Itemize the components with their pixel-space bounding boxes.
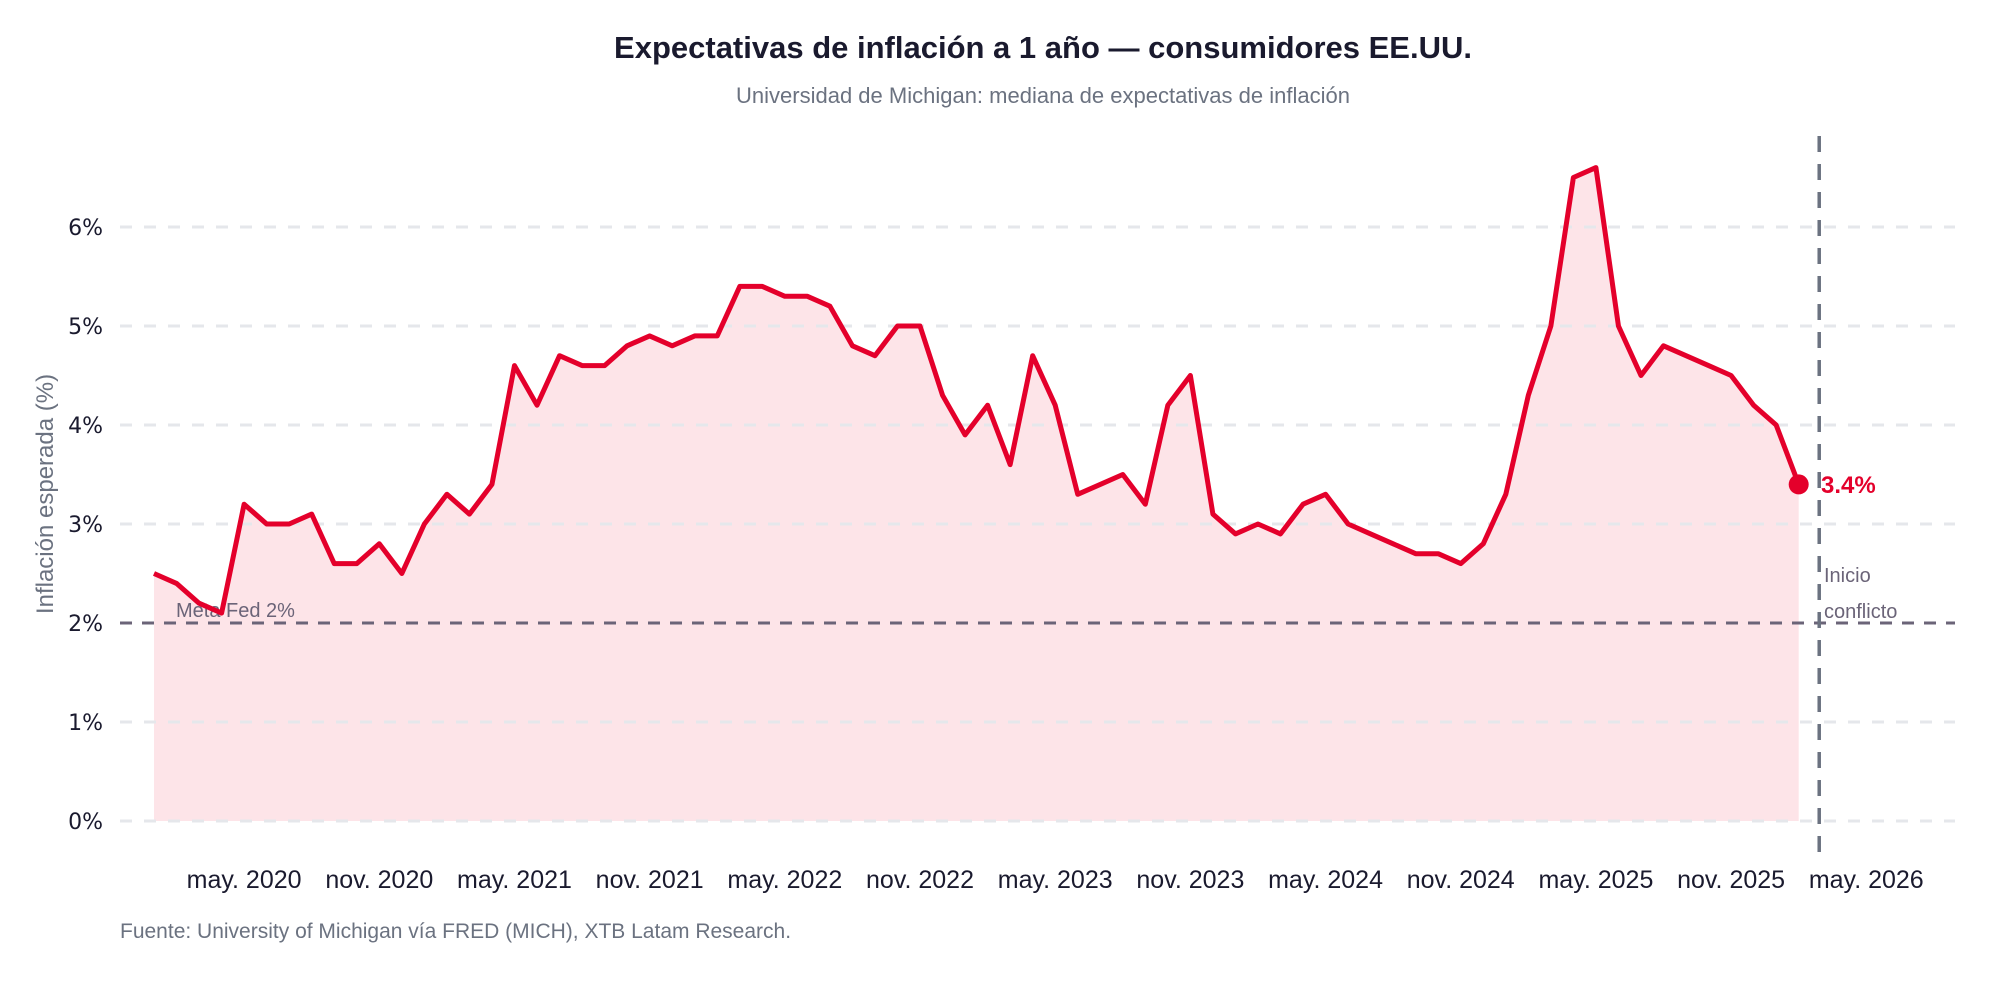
event-label-line1: Inicio: [1824, 565, 1871, 587]
series-line: [152, 165, 1802, 616]
x-axis-ticks: may. 2020 nov. 2020 may. 2021 nov. 2021 may.…: [187, 866, 1924, 894]
y-tick-label: 3%: [68, 513, 103, 538]
x-tick-label: nov. 2025: [1677, 866, 1785, 894]
series-area: [154, 167, 1799, 822]
x-tick-label: nov. 2020: [325, 866, 433, 894]
source-note: Fuente: University of Michigan vía FRED …: [120, 920, 791, 943]
x-tick-label: may. 2022: [727, 866, 842, 894]
x-tick-label: may. 2024: [1268, 866, 1383, 894]
x-tick-label: may. 2025: [1538, 866, 1653, 894]
chart-subtitle: Universidad de Michigan: mediana de expe…: [736, 83, 1350, 108]
x-tick-label: nov. 2022: [866, 866, 974, 894]
fed-target-label: Meta Fed 2%: [176, 600, 295, 622]
chart-title: Expectativas de inflación a 1 año — cons…: [614, 30, 1472, 65]
y-tick-label: 5%: [68, 315, 103, 340]
last-value-label: 3.4%: [1821, 472, 1876, 499]
x-tick-label: may. 2020: [187, 866, 302, 894]
gridlines: [120, 225, 1955, 823]
last-value-marker: [1788, 474, 1809, 495]
event-label-line2: conflicto: [1824, 601, 1897, 623]
x-tick-label: may. 2026: [1809, 866, 1924, 894]
x-tick-label: may. 2021: [457, 866, 572, 894]
event-layer: Inicio conflicto: [1817, 136, 1897, 855]
x-tick-label: may. 2023: [998, 866, 1113, 894]
x-tick-label: nov. 2024: [1407, 866, 1515, 894]
y-tick-label: 4%: [68, 414, 103, 439]
y-axis-ticks: 0% 1% 2% 3% 4% 5% 6%: [68, 216, 103, 835]
y-axis-label: Inflación esperada (%): [32, 374, 59, 614]
y-tick-label: 6%: [68, 216, 103, 241]
x-tick-label: nov. 2021: [596, 866, 704, 894]
series-layer: [152, 165, 1809, 616]
area-fill-layer: [154, 167, 1799, 822]
y-tick-label: 2%: [68, 612, 103, 637]
y-tick-label: 1%: [68, 711, 103, 736]
x-tick-label: nov. 2023: [1136, 866, 1244, 894]
y-tick-label: 0%: [68, 810, 103, 835]
